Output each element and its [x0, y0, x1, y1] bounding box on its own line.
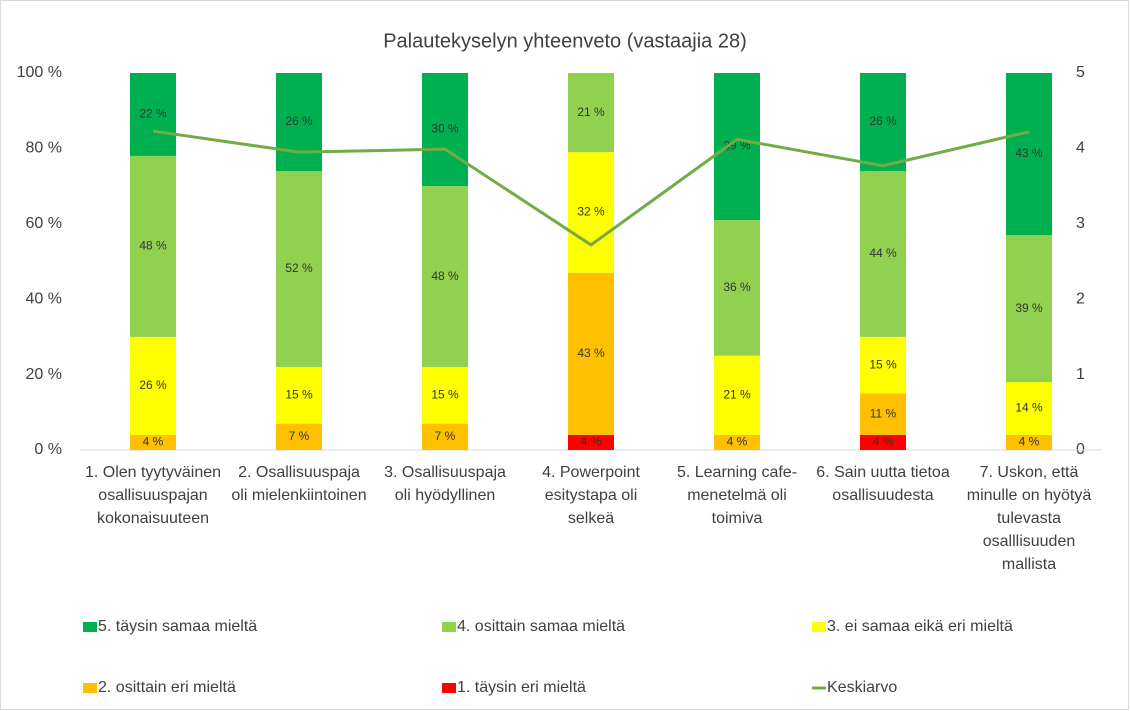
data-label: 7 % — [435, 429, 456, 443]
x-tick-label: 5. Learning cafe-menetelmä oli toimiva — [676, 464, 798, 527]
bar-segment — [1006, 382, 1052, 435]
data-label: 32 % — [577, 205, 605, 219]
y2-tick-label: 1 — [1076, 366, 1085, 383]
bar-segment — [860, 434, 906, 450]
bar-segment — [860, 393, 906, 435]
bar-segment — [276, 367, 322, 424]
bar-segment — [276, 423, 322, 450]
line-series — [152, 129, 1030, 247]
legend-swatch — [83, 683, 97, 693]
data-label: 39 % — [1015, 301, 1043, 315]
data-label: 4 % — [727, 435, 748, 449]
legend-label: 4. osittain samaa mieltä — [457, 618, 625, 635]
bar-segment — [568, 152, 614, 273]
y-tick-label: 80 % — [26, 140, 62, 157]
bar-segment — [276, 73, 322, 172]
bar-segment — [714, 434, 760, 450]
data-label: 4 % — [873, 435, 894, 449]
data-label: 26 % — [285, 114, 313, 128]
data-label: 48 % — [431, 269, 459, 283]
bar-segment — [422, 73, 468, 187]
bar-segment — [422, 186, 468, 368]
legend-label: 2. osittain eri mieltä — [98, 679, 236, 696]
data-label: 15 % — [869, 357, 897, 371]
legend-label: 1. täysin eri mieltä — [457, 679, 586, 696]
x-tick-label: 4. Powerpoint esitystapa oli selkeä — [542, 464, 640, 527]
legend-swatch — [442, 683, 456, 693]
bar-segment — [860, 336, 906, 394]
x-tick-label: 3. Osallisuuspaja oli hyödyllinen — [384, 464, 506, 504]
data-label: 4 % — [1019, 435, 1040, 449]
bar-segment — [422, 423, 468, 450]
data-label: 7 % — [289, 429, 310, 443]
bar-segment — [568, 272, 614, 435]
data-label: 22 % — [139, 107, 167, 121]
bar-segment — [130, 73, 176, 156]
legend-label: 5. täysin samaa mieltä — [98, 618, 257, 635]
bar-segment — [714, 73, 760, 221]
data-label: 21 % — [577, 105, 605, 119]
bar-segment — [130, 336, 176, 435]
bar-segment — [860, 73, 906, 172]
x-tick-label: 6. Sain uutta tietoa osallisuudesta — [816, 464, 950, 504]
chart-title: Palautekyselyn yhteenveto (vastaajia 28) — [383, 30, 747, 52]
bar-segment — [714, 220, 760, 356]
bar-segment — [1006, 434, 1052, 450]
bar-segment — [130, 155, 176, 337]
data-label: 44 % — [869, 246, 897, 260]
y-tick-label: 60 % — [26, 215, 62, 232]
data-label: 26 % — [869, 114, 897, 128]
data-label: 36 % — [723, 280, 751, 294]
bar-segment — [860, 171, 906, 337]
y-tick-label: 20 % — [26, 366, 62, 383]
y2-tick-label: 5 — [1076, 64, 1085, 81]
legend-swatch — [83, 622, 97, 632]
x-tick-label: 2. Osallisuuspaja oli mielenkiintoinen — [231, 464, 367, 504]
data-label: 15 % — [285, 388, 313, 402]
bar-segment — [1006, 235, 1052, 383]
data-label: 26 % — [139, 378, 167, 392]
data-label: 15 % — [431, 388, 459, 402]
y2-tick-label: 2 — [1076, 290, 1085, 307]
data-label: 4 % — [143, 435, 164, 449]
legend-label: 3. ei samaa eikä eri mieltä — [827, 618, 1013, 635]
x-tick-label: 1. Olen tyytyväinen osallisuuspajan koko… — [84, 464, 222, 527]
legend-label: Keskiarvo — [827, 679, 897, 696]
y2-tick-label: 4 — [1076, 140, 1085, 157]
bar-segment — [714, 355, 760, 435]
data-label: 52 % — [285, 261, 313, 275]
data-label: 39 % — [723, 139, 751, 153]
legend-swatch — [812, 622, 826, 632]
legend-swatch — [442, 622, 456, 632]
data-label: 30 % — [431, 122, 459, 136]
data-label: 43 % — [1015, 146, 1043, 160]
bar-segment — [568, 73, 614, 153]
data-label: 11 % — [870, 406, 897, 420]
y-tick-label: 0 % — [34, 441, 62, 458]
data-label: 43 % — [577, 346, 605, 360]
bar-segment — [130, 434, 176, 450]
x-tick-label: 7. Uskon, että minulle on hyötyä tulevas… — [966, 464, 1092, 573]
bar-segment — [568, 434, 614, 450]
y2-tick-label: 3 — [1076, 215, 1085, 232]
bar-segment — [1006, 73, 1052, 236]
data-label: 21 % — [723, 388, 751, 402]
data-label: 14 % — [1015, 401, 1043, 415]
data-label: 4 % — [581, 435, 602, 449]
y-tick-label: 100 % — [17, 64, 62, 81]
data-label: 48 % — [139, 239, 167, 253]
y-tick-label: 40 % — [26, 290, 62, 307]
bar-segment — [422, 367, 468, 424]
bar-segment — [276, 171, 322, 368]
